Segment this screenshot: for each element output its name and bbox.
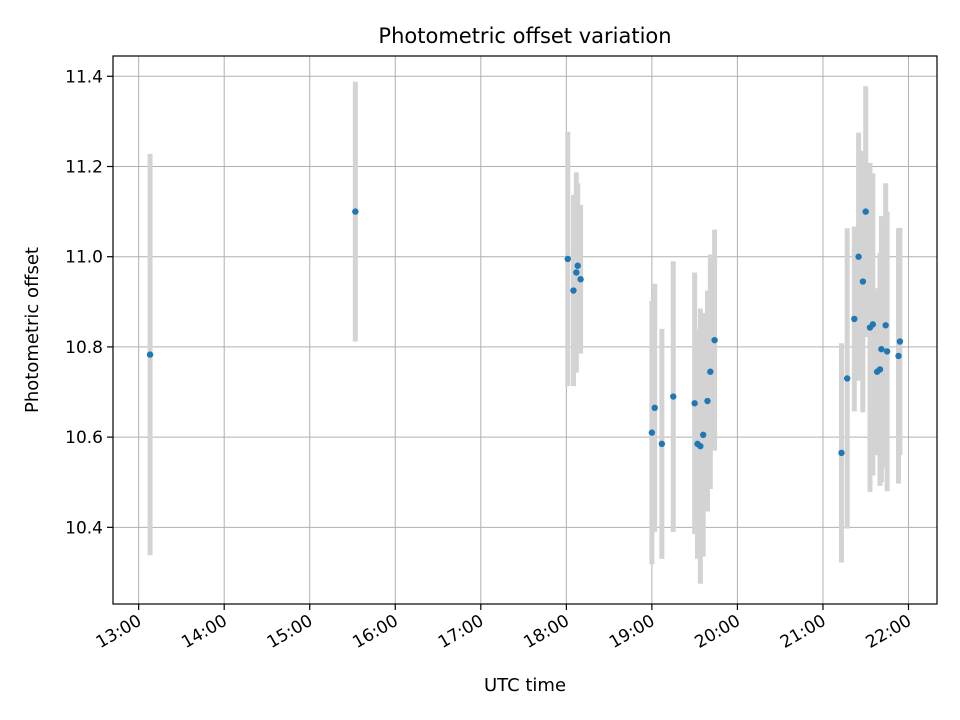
grid (113, 56, 937, 604)
data-point (574, 262, 581, 269)
data-point (577, 276, 584, 283)
data-point (711, 336, 718, 344)
plot-frame (112, 55, 938, 605)
data-point (704, 397, 711, 405)
y-axis: 10.4 10.6 10.8 11.0 11.2 11.4 (65, 67, 113, 538)
y-tick-label: 10.4 (65, 518, 103, 538)
data-point (648, 429, 656, 436)
data-point (697, 442, 704, 450)
data-point (146, 351, 154, 358)
data-point (895, 352, 902, 360)
y-axis-label: Photometric offset (22, 247, 43, 413)
data-point (876, 366, 884, 373)
data-point (896, 338, 904, 345)
data-point (658, 440, 666, 448)
data-point (700, 431, 707, 439)
data-point (573, 269, 580, 276)
y-tick-label: 11.2 (65, 158, 103, 178)
data-point (862, 208, 869, 215)
y-tick-label: 10.8 (65, 338, 103, 358)
y-tick-label: 10.6 (65, 428, 103, 448)
data-point (883, 348, 891, 355)
data-point (851, 315, 858, 323)
data-point (564, 255, 571, 263)
data-points (146, 208, 904, 457)
data-point (838, 449, 845, 457)
data-point (882, 322, 889, 329)
x-axis-label: UTC time (484, 675, 566, 696)
plot-area (113, 56, 937, 604)
data-point (651, 404, 658, 412)
data-point (691, 400, 698, 407)
data-point (352, 208, 359, 215)
data-point (570, 287, 577, 294)
data-point (855, 253, 862, 260)
data-point (843, 375, 851, 382)
y-tick-label: 11.4 (65, 67, 103, 87)
chart-title: Photometric offset variation (378, 24, 671, 48)
data-point (707, 368, 714, 375)
data-point (859, 278, 867, 285)
data-point (878, 345, 885, 353)
data-point (869, 321, 877, 328)
data-point (670, 393, 677, 400)
y-tick-label: 11.0 (65, 248, 103, 268)
